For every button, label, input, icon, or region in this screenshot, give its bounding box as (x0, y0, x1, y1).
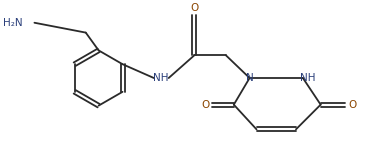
Text: O: O (348, 100, 356, 110)
Text: NH: NH (153, 73, 168, 83)
Text: O: O (190, 3, 198, 13)
Text: O: O (201, 100, 209, 110)
Text: N: N (246, 73, 253, 83)
Text: H₂N: H₂N (3, 18, 23, 28)
Text: NH: NH (300, 73, 316, 83)
